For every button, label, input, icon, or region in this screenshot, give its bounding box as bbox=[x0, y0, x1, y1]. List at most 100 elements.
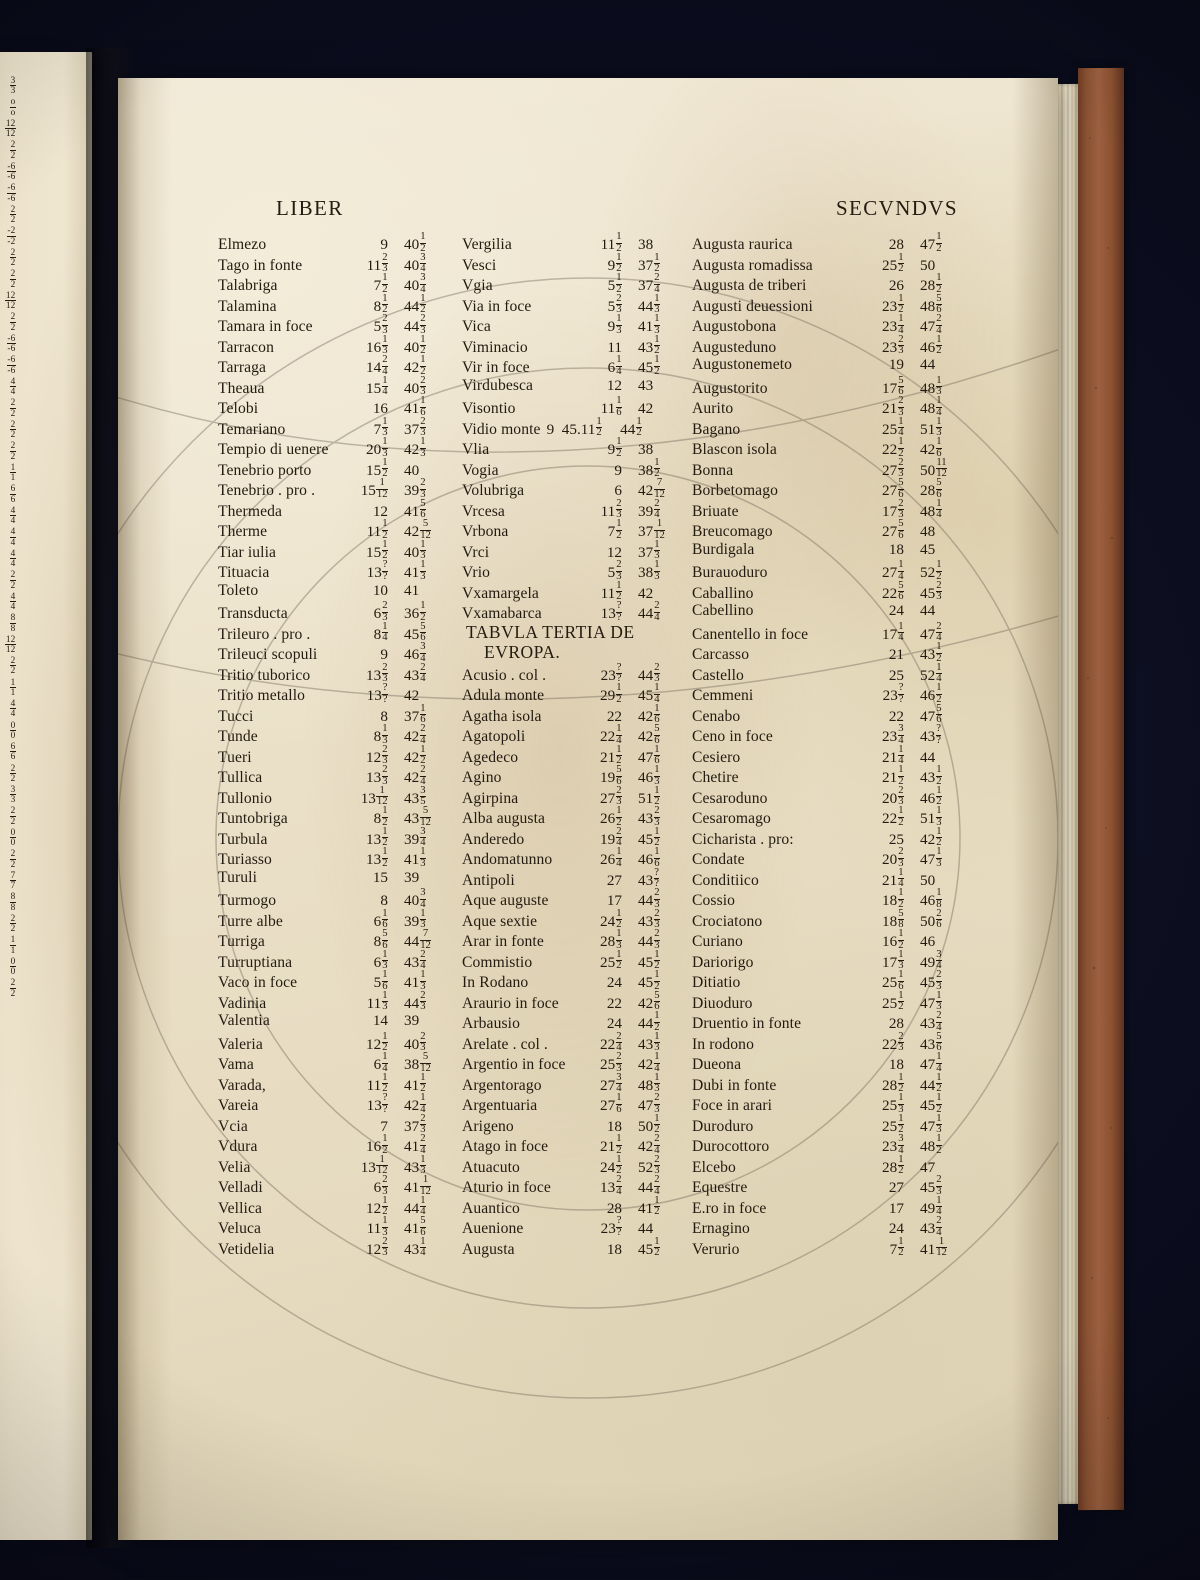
longitude-value: 13 2 3 bbox=[366, 661, 388, 685]
place-name: Diuoduro bbox=[692, 994, 753, 1012]
place-name: Conditiico bbox=[692, 871, 759, 889]
longitude-value: 13?? bbox=[366, 559, 388, 582]
index-entry-row: Augusti deuessioni 23 1 2 48 5 6 bbox=[692, 293, 978, 315]
longitude-value: 12 1 2 bbox=[366, 1194, 388, 1218]
running-head-right: SECVNDVS bbox=[835, 196, 958, 220]
latitude-value: 41 1 3 bbox=[404, 969, 426, 992]
latitude-value: 42 1 6 bbox=[920, 436, 942, 459]
latitude-value: 42 1 2 bbox=[404, 743, 426, 767]
latitude-value: 43 1 2 bbox=[638, 333, 660, 357]
index-entry-row: Vidio monte 9 45.11 1 2 44 1 2 bbox=[462, 416, 692, 438]
leather-spots bbox=[1078, 67, 1124, 1511]
place-name: Argentorago bbox=[462, 1076, 542, 1094]
place-name: Vxamabarca bbox=[462, 605, 542, 623]
index-entry-row: Turiasso 13 1 2 41 1 3 bbox=[218, 846, 462, 869]
longitude-value: 11 1 2 bbox=[366, 1071, 388, 1095]
place-name: Ceno in foce bbox=[692, 728, 773, 746]
running-head-left: LIBER bbox=[276, 196, 344, 220]
longitude-value: 11 bbox=[607, 338, 622, 356]
index-entry-row: Agatopoli 22 1 4 42 5 6 bbox=[462, 723, 692, 746]
index-entry-row: Anderedo 19 2 4 45 1 2 bbox=[462, 826, 692, 848]
latitude-value: 40 1 2 bbox=[404, 333, 426, 357]
place-name: Vrci bbox=[462, 543, 490, 561]
index-entry-row: Tullica 13 2 3 42 2 4 bbox=[218, 764, 462, 787]
latitude-value: 43 2 3 bbox=[638, 907, 660, 931]
place-name: Castello bbox=[692, 666, 744, 684]
paper-stain bbox=[118, 78, 1058, 1540]
index-entry-row: Vir in foce 6 1 4 45 1 2 bbox=[462, 354, 692, 377]
latitude-value: 41 1 3 bbox=[404, 559, 426, 582]
longitude-value: 21 1 2 bbox=[882, 764, 904, 787]
place-name: Turre albe bbox=[218, 912, 283, 930]
place-name: Trileuci scopuli bbox=[218, 646, 318, 664]
recto-page: LIBER SECVNDVS Elmezo 9 40 1 2 Tago in fonte 1… bbox=[118, 78, 1058, 1540]
latitude-value: 42 2 4 bbox=[404, 764, 426, 787]
place-name: Argentuaria bbox=[462, 1097, 538, 1115]
index-entry-row: Elmezo 9 40 1 2 bbox=[218, 231, 462, 254]
place-name: Agatha isola bbox=[462, 707, 542, 725]
longitude-value: 13 2 3 bbox=[366, 764, 388, 787]
latitude-value: 37 2 3 bbox=[404, 415, 426, 439]
index-entry-row: Velladi 6 2 3 41 1 12 bbox=[218, 1174, 462, 1197]
index-entry-row: Vaco in foce 5 1 6 41 1 3 bbox=[218, 969, 462, 992]
longitude-value: 11 1 6 bbox=[600, 395, 622, 418]
latitude-value: 50 11 12 bbox=[920, 456, 948, 480]
index-entry-row: Aturio in foce 13 2 4 44 2 4 bbox=[462, 1174, 692, 1197]
latitude-value: 43 1 4 bbox=[404, 1235, 426, 1259]
index-entry-row: Duroduro 25 1 2 47 1 3 bbox=[692, 1113, 978, 1135]
longitude-value: 21 1 4 bbox=[882, 743, 904, 767]
index-entry-row: Telobi 16 41 1 6 bbox=[218, 395, 462, 418]
longitude-value: 21 bbox=[888, 646, 904, 664]
latitude-value: 45 bbox=[920, 540, 936, 558]
index-entry-row: Augusta raurica 28 47 1 2 bbox=[692, 231, 978, 254]
latitude-value: 43 2 4 bbox=[404, 948, 426, 972]
verso-page: 3 3 o o 12 12 2 2 -6 -6 -6 -6 2 2 -2 -2 2 2 2 2 12 12 2 2 -6 -6 -6… bbox=[0, 52, 92, 1540]
latitude-value: 43?? bbox=[638, 866, 660, 890]
latitude-value: 52 2 3 bbox=[638, 1153, 660, 1177]
place-name: Toleto bbox=[218, 581, 259, 599]
longitude-value: 27 1 6 bbox=[600, 1092, 622, 1115]
latitude-value: 44 bbox=[638, 1220, 654, 1238]
index-entry-row: Araurio in foce 22 42 5 6 bbox=[462, 990, 692, 1012]
place-name: Arigeno bbox=[462, 1117, 514, 1135]
place-name: Transducta bbox=[218, 605, 288, 623]
place-name: Augusta de triberi bbox=[692, 277, 807, 295]
index-entry-row: Tullonio 13 1 12 43 3 5 bbox=[218, 785, 462, 807]
index-entry-row: Trileuci scopuli 9 46 3 4 bbox=[218, 641, 462, 664]
latitude-value: 39 1 3 bbox=[404, 907, 426, 931]
place-name: Acusio . col . bbox=[462, 666, 547, 684]
longitude-value: 27 5 6 bbox=[882, 477, 904, 500]
index-entry-row: Condate 20 2 3 47 1 3 bbox=[692, 846, 978, 869]
place-name: Vrcesa bbox=[462, 502, 505, 520]
longitude-value: 28 bbox=[888, 1015, 904, 1033]
latitude-value: 36 1 2 bbox=[404, 600, 426, 623]
place-name: Aque auguste bbox=[462, 892, 549, 910]
place-name: Atuacuto bbox=[462, 1158, 520, 1176]
longitude-value: 23?? bbox=[882, 682, 904, 705]
latitude-value: 45 2 3 bbox=[920, 969, 942, 992]
latitude-value: 44 bbox=[920, 356, 936, 373]
longitude-value: 8 bbox=[380, 707, 388, 725]
place-name: Antipoli bbox=[462, 871, 515, 889]
index-entry-row: Blascon isola 22 1 2 42 1 6 bbox=[692, 436, 978, 459]
longitude-value: 27 2 3 bbox=[600, 784, 622, 808]
latitude-value: 44 1 3 bbox=[638, 292, 660, 316]
latitude-value: 40 3 4 bbox=[404, 272, 426, 295]
latitude-value: 39 bbox=[404, 868, 420, 886]
latitude-value: 45 1 2 bbox=[638, 354, 660, 377]
index-column-1: Elmezo 9 40 1 2 Tago in fonte 11 2 3 40 3 4 Talabrig… bbox=[218, 231, 462, 1258]
longitude-value: 22 2 4 bbox=[600, 1030, 622, 1054]
place-name: Anderedo bbox=[462, 830, 525, 848]
verso-fragment: -6 -6 bbox=[6, 160, 16, 182]
longitude-value: 24 bbox=[888, 1220, 904, 1238]
longitude-value: 12 2 3 bbox=[366, 1235, 388, 1259]
index-entry-row: Vesci 9 1 2 37 1 2 bbox=[462, 252, 692, 274]
